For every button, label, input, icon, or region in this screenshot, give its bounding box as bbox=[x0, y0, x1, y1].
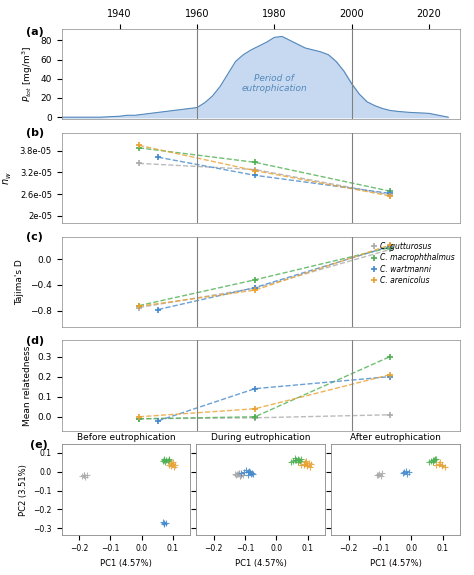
Y-axis label: PC2 (3.51%): PC2 (3.51%) bbox=[19, 463, 28, 516]
Legend: C. gutturosus, C. macrophthalmus, C. wartmanni, C. arenicolus: C. gutturosus, C. macrophthalmus, C. war… bbox=[368, 240, 456, 286]
Text: (d): (d) bbox=[26, 336, 44, 346]
Y-axis label: Tajima's D: Tajima's D bbox=[16, 259, 25, 305]
Text: Period of
eutrophication: Period of eutrophication bbox=[241, 74, 307, 93]
Title: During eutrophication: During eutrophication bbox=[211, 433, 310, 442]
X-axis label: PC1 (4.57%): PC1 (4.57%) bbox=[235, 559, 287, 568]
Y-axis label: Mean relatedness: Mean relatedness bbox=[23, 346, 32, 426]
Y-axis label: $\hat{n}_w$: $\hat{n}_w$ bbox=[0, 171, 14, 185]
X-axis label: PC1 (4.57%): PC1 (4.57%) bbox=[100, 559, 152, 568]
X-axis label: PC1 (4.57%): PC1 (4.57%) bbox=[370, 559, 421, 568]
Text: (b): (b) bbox=[26, 128, 44, 138]
Title: After eutrophication: After eutrophication bbox=[350, 433, 441, 442]
Title: Before eutrophication: Before eutrophication bbox=[76, 433, 175, 442]
Text: (c): (c) bbox=[26, 232, 43, 242]
Text: (a): (a) bbox=[26, 27, 44, 37]
Text: (e): (e) bbox=[29, 440, 47, 450]
Y-axis label: $P_{tot}$ [mg/m$^3$]: $P_{tot}$ [mg/m$^3$] bbox=[20, 46, 35, 102]
